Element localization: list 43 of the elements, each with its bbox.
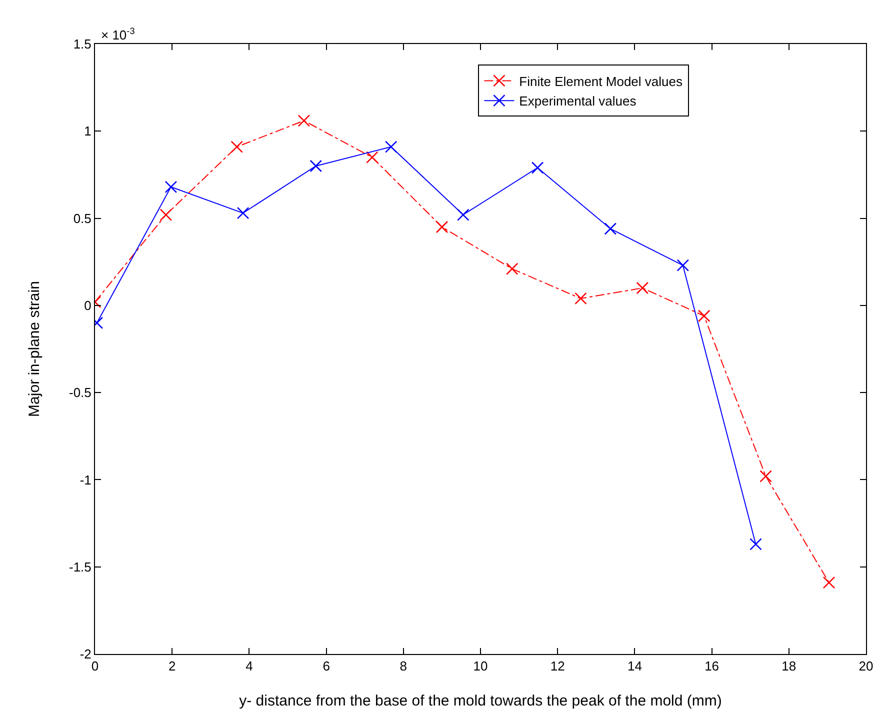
x-tick-label: 2 [168, 658, 176, 674]
point [506, 262, 518, 275]
point [230, 140, 244, 153]
point [636, 282, 649, 294]
point [366, 151, 378, 164]
legend-label: Experimental values [519, 94, 637, 109]
point [760, 470, 772, 482]
point [384, 140, 398, 153]
point [160, 208, 172, 221]
x-axis-title: y- distance from the base of the mold towards the peak of the mold (mm) [239, 692, 722, 710]
x-tick-label: 16 [704, 658, 720, 674]
x-tick-label: 4 [246, 658, 253, 674]
point [574, 292, 587, 305]
point [310, 160, 322, 172]
x-tick-label: 18 [782, 658, 796, 674]
y-tick-label: -0.5 [68, 385, 92, 400]
y-tick-label: 1.5 [73, 36, 92, 52]
y-tick-label: -2 [80, 646, 92, 662]
x-tick-label: 8 [400, 658, 408, 674]
point [531, 162, 544, 174]
y-tick-label: -1 [80, 472, 92, 488]
point [298, 114, 310, 127]
point [698, 310, 710, 322]
point [436, 220, 448, 234]
x-tick-label: 10 [473, 658, 488, 674]
x-tick-label: 12 [550, 658, 565, 674]
point [750, 538, 762, 550]
point [457, 208, 470, 221]
y-tick-label: 0.5 [73, 210, 92, 226]
y-tick-label: 0 [84, 298, 92, 313]
point [604, 222, 617, 235]
legend-label: Finite Element Model values [519, 74, 683, 89]
x-tick-label: 6 [322, 658, 330, 674]
point [822, 576, 836, 589]
point [236, 206, 250, 220]
y-tick-label: -1.5 [68, 559, 92, 574]
point [676, 259, 690, 272]
y-tick-label: 1 [84, 124, 92, 139]
x-tick-label: 14 [627, 658, 642, 674]
x-tick-label: 20 [858, 658, 874, 674]
point [164, 180, 178, 194]
text: × 10$^{-3}$ [101, 26, 135, 42]
y-axis-title: Major in-plane strain [26, 281, 44, 417]
